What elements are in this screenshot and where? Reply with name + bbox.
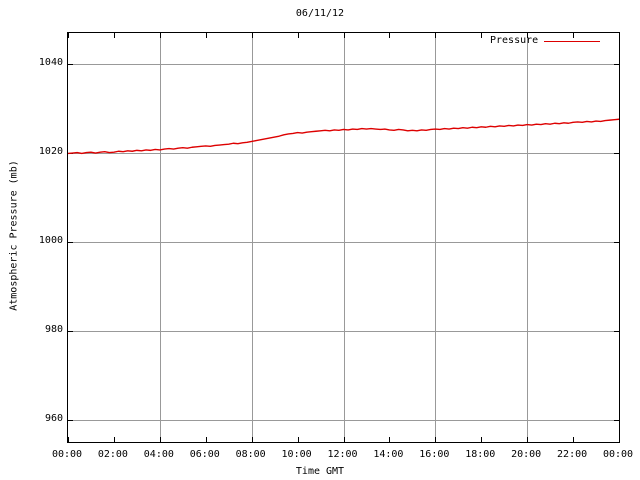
x-axis-title: Time GMT [295,466,345,477]
x-tick-label: 00:00 [602,449,634,460]
x-tick-label: 06:00 [189,449,220,460]
legend-color-swatch-pressure [544,40,601,42]
x-tick-label: 02:00 [97,449,128,460]
x-tick-label: 20:00 [511,449,542,460]
y-axis-tick-labels: 960 980 1000 1020 1040 [0,0,63,480]
chart-legend: Pressure [490,34,601,48]
x-tick-label: 16:00 [419,449,450,460]
y-tick-label: 1000 [38,234,63,246]
legend-label-pressure: Pressure [490,35,539,46]
x-tick-label: 14:00 [373,449,404,460]
x-tick-label: 18:00 [465,449,496,460]
x-tick-label: 00:00 [51,449,83,460]
y-tick-label: 1040 [38,57,63,69]
plot-area [67,32,620,443]
y-tick-label: 980 [44,323,63,335]
x-tick-label: 12:00 [327,449,358,460]
plot-canvas [68,33,619,442]
x-tick-label: 08:00 [235,449,266,460]
y-tick-label: 960 [44,412,63,424]
x-tick-label: 22:00 [557,449,588,460]
x-tick-label: 10:00 [281,449,312,460]
y-tick-label: 1020 [38,146,63,158]
chart-title: 06/11/12 [295,8,345,19]
x-tick-label: 04:00 [143,449,174,460]
